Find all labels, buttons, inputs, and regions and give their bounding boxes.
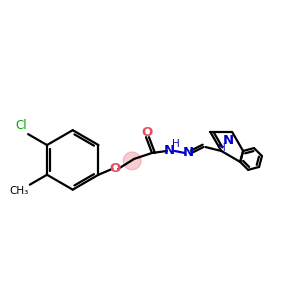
Text: H: H — [218, 143, 226, 153]
Circle shape — [123, 152, 141, 170]
Text: CH₃: CH₃ — [10, 186, 29, 196]
Text: N: N — [223, 134, 234, 146]
Text: H: H — [172, 139, 180, 149]
Text: N: N — [164, 143, 176, 157]
Text: O: O — [141, 126, 153, 139]
Text: O: O — [110, 162, 121, 175]
Text: Cl: Cl — [16, 119, 27, 132]
Text: N: N — [183, 146, 194, 160]
